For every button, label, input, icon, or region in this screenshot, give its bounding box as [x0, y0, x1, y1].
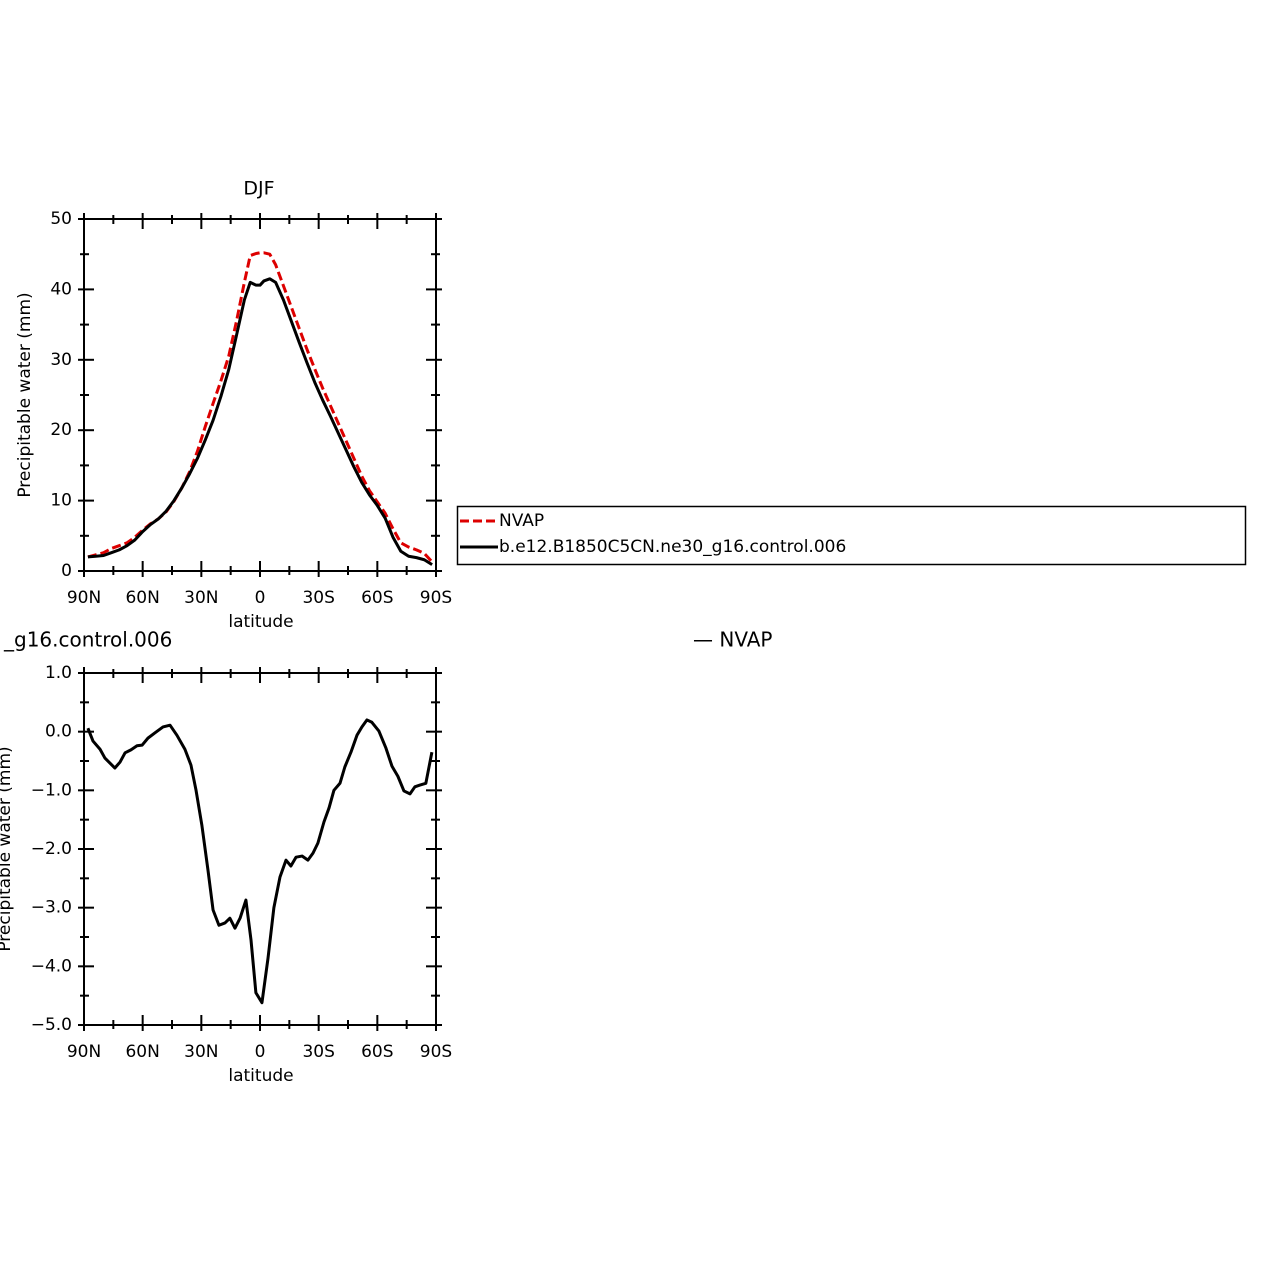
legend-box — [456, 505, 1247, 566]
x-tick-label: 30S — [302, 588, 334, 608]
x-tick-label: 60N — [125, 1042, 159, 1062]
chart-title: — NVAP — [693, 628, 772, 652]
x-tick-label: 0 — [255, 1042, 266, 1062]
y-tick-label: −3.0 — [31, 898, 72, 918]
y-tick-label: 0 — [61, 561, 72, 581]
x-axis-label: latitude — [228, 612, 293, 632]
y-tick-label: −2.0 — [31, 839, 72, 859]
x-tick-label: 30N — [184, 588, 218, 608]
x-tick-label: 90S — [420, 1042, 452, 1062]
data-line — [87, 277, 433, 566]
y-tick-label: −4.0 — [31, 956, 72, 976]
y-axis-label: Precipitable water (mm) — [15, 292, 35, 497]
legend-label: NVAP — [499, 511, 544, 531]
x-tick-label: 60S — [361, 1042, 393, 1062]
x-tick-label: 60N — [125, 588, 159, 608]
y-axis-label-group: Precipitable water (mm) — [0, 746, 15, 951]
data-line — [86, 718, 434, 1005]
y-tick-label: 50 — [50, 209, 72, 229]
y-tick-label: 40 — [50, 279, 72, 299]
y-tick-label: −5.0 — [31, 1015, 72, 1035]
data-line — [87, 251, 434, 563]
y-tick-label: 0.0 — [45, 722, 72, 742]
x-tick-label: 30S — [302, 1042, 334, 1062]
y-tick-label: 20 — [50, 420, 72, 440]
y-tick-label: −1.0 — [31, 780, 72, 800]
chart-title: _g16.control.006 — [3, 628, 172, 652]
x-tick-label: 60S — [361, 588, 393, 608]
chart-title: DJF — [243, 178, 274, 200]
y-tick-label: 10 — [50, 491, 72, 511]
y-tick-label: 1.0 — [45, 663, 72, 683]
y-tick-label: 30 — [50, 350, 72, 370]
x-axis-label: latitude — [228, 1066, 293, 1086]
plot-frame — [83, 218, 437, 572]
x-tick-label: 90S — [420, 588, 452, 608]
x-tick-label: 30N — [184, 1042, 218, 1062]
y-axis-label: Precipitable water (mm) — [0, 746, 15, 951]
x-tick-label: 90N — [67, 588, 101, 608]
plot-frame — [83, 672, 437, 1026]
x-tick-label: 90N — [67, 1042, 101, 1062]
legend-label: b.e12.B1850C5CN.ne30_g16.control.006 — [499, 537, 846, 557]
x-tick-label: 0 — [255, 588, 266, 608]
